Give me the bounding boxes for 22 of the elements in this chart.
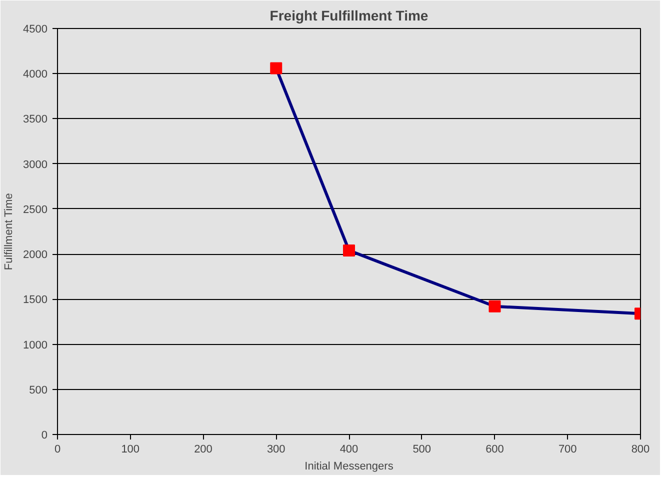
x-tick-label: 400 (340, 444, 358, 456)
y-axis-title: Fulfillment Time (3, 193, 16, 270)
y-tick-label: 0 (41, 430, 48, 442)
x-tick-label: 300 (266, 444, 286, 456)
y-tick-label: 4500 (23, 24, 48, 36)
y-tick-label: 3000 (23, 158, 48, 171)
x-tick-label: 800 (631, 444, 650, 456)
y-tick-label: 1000 (23, 339, 48, 352)
x-tick-label: 0 (54, 444, 61, 456)
y-tick-label: 1500 (23, 294, 48, 306)
y-tick-label: 500 (29, 384, 48, 396)
y-tick-label: 4000 (23, 68, 48, 81)
x-tick-label: 200 (194, 444, 212, 456)
y-tick-label: 2500 (23, 204, 48, 216)
y-tick-label: 2000 (23, 249, 48, 262)
x-tick-label: 500 (412, 444, 432, 456)
x-axis-title: Initial Messengers (304, 460, 394, 472)
y-tick-label: 3500 (23, 114, 48, 126)
x-tick-label: 100 (121, 444, 140, 456)
x-tick-label: 600 (486, 444, 504, 456)
x-tick-label: 700 (558, 444, 577, 456)
chart-title: Freight Fulfillment Time (270, 8, 428, 24)
